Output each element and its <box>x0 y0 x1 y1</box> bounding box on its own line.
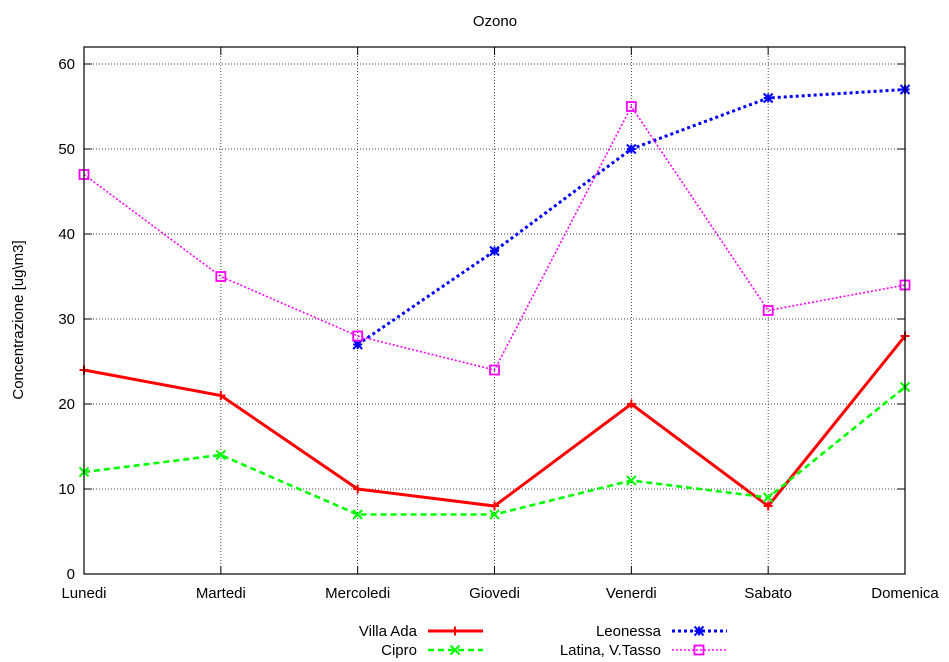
legend-item: Cipro <box>381 642 483 659</box>
y-tick-label: 20 <box>58 396 75 413</box>
legend-label: Cipro <box>381 642 417 659</box>
series-line <box>83 335 907 509</box>
data-point <box>352 339 363 350</box>
legend-item: Latina, V.Tasso <box>560 642 727 659</box>
y-tick-label: 30 <box>58 311 75 328</box>
legend-label: Leonessa <box>596 623 662 640</box>
series-line <box>83 104 906 371</box>
data-point <box>216 391 226 400</box>
y-tick-label: 60 <box>58 56 75 73</box>
data-point <box>625 101 637 112</box>
y-axis-label: Concentrazione [ug\m3] <box>10 240 27 399</box>
series-latina-v-tasso <box>78 101 911 376</box>
data-point <box>353 484 363 494</box>
data-point <box>352 330 364 342</box>
series-lines <box>78 84 911 520</box>
y-tick-label: 10 <box>58 481 75 498</box>
data-point <box>762 492 774 503</box>
y-axis-ticks: 0 10 20 30 40 50 60 <box>58 56 905 583</box>
legend-label: Latina, V.Tasso <box>560 642 661 659</box>
x-axis-ticks: Lunedi Martedi Mercoledi Giovedi Venerdi Saba… <box>61 47 939 602</box>
data-point <box>626 143 637 155</box>
legend-label: Villa Ada <box>359 623 418 640</box>
x-tick-label: Domenica <box>871 585 939 602</box>
data-point <box>489 364 500 376</box>
x-tick-label: Venerdi <box>606 585 657 602</box>
x-tick-label: Giovedi <box>469 585 520 602</box>
x-tick-label: Martedi <box>196 585 246 602</box>
data-point <box>693 625 705 637</box>
data-point <box>693 644 705 656</box>
data-point <box>449 644 461 656</box>
grid <box>84 47 905 574</box>
series-leonessa <box>352 84 911 350</box>
data-point <box>762 305 774 316</box>
data-point <box>763 501 773 511</box>
data-point <box>215 449 227 461</box>
y-tick-label: 0 <box>67 566 75 583</box>
data-point <box>352 509 363 520</box>
series-cipro <box>78 381 911 520</box>
data-point <box>626 475 637 486</box>
plot-frame <box>83 46 906 575</box>
data-point <box>215 271 227 282</box>
legend-item: Leonessa <box>596 623 727 640</box>
data-point <box>626 399 636 409</box>
chart-title: Ozono <box>473 13 517 30</box>
y-tick-label: 40 <box>58 226 75 243</box>
legend: Villa Ada Cipro Leonessa Latina, V.Tasso <box>359 623 727 659</box>
series-line <box>83 385 906 516</box>
x-tick-label: Mercoledi <box>325 585 390 602</box>
series-line <box>356 88 906 346</box>
data-point <box>489 509 500 520</box>
legend-item: Villa Ada <box>359 623 483 640</box>
data-point <box>450 626 460 636</box>
data-point <box>489 245 500 257</box>
x-tick-label: Lunedi <box>61 585 106 602</box>
data-point <box>490 501 499 511</box>
x-tick-label: Sabato <box>744 585 792 602</box>
y-tick-label: 50 <box>58 141 75 158</box>
data-point <box>762 92 774 104</box>
